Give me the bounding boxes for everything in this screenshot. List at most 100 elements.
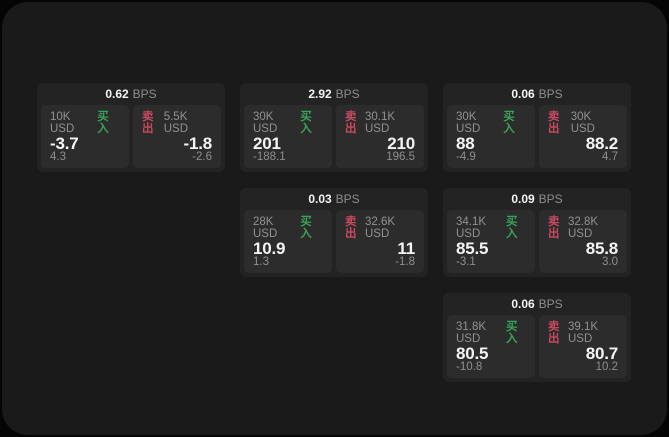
sell-size: 39.1K USD [568, 321, 599, 345]
sell-side-label: 卖出 [142, 111, 154, 135]
buy-delta: 1.3 [253, 256, 269, 268]
sell-size: 32.8K USD [568, 216, 599, 240]
sell-size: 30K USD [570, 111, 595, 135]
quote-body: 28K USD 买入 10.9 1.3 卖出 32.6K USD 11 -1.8 [240, 210, 428, 277]
buy-price: -3.7 [50, 134, 79, 153]
buy-side-label: 买入 [503, 111, 515, 135]
spread-value: 0.03 [308, 192, 332, 206]
spread-value: 0.06 [511, 87, 535, 101]
buy-price: 10.9 [253, 239, 286, 258]
buy-size: 34.1K USD [456, 216, 487, 240]
sell-delta: 4.7 [602, 151, 618, 163]
quote-body: 30K USD 买入 88 -4.9 卖出 30K USD 88.2 4.7 [443, 105, 631, 172]
sell-quote-panel[interactable]: 卖出 5.5K USD -1.8 -2.6 [133, 105, 221, 168]
buy-price: 80.5 [456, 344, 489, 363]
buy-side-label: 买入 [300, 111, 312, 135]
buy-top-row: 28K USD 买入 [253, 216, 323, 240]
sell-delta: -2.6 [192, 151, 212, 163]
spread-header: 0.03 BPS [240, 188, 428, 210]
quote-body: 31.8K USD 买入 80.5 -10.8 卖出 39.1K USD 80.… [443, 315, 631, 382]
buy-delta: -188.1 [253, 151, 286, 163]
sell-size: 30.1K USD [365, 111, 396, 135]
buy-side-label: 买入 [506, 321, 518, 345]
buy-quote-panel[interactable]: 30K USD 买入 88 -4.9 [447, 105, 535, 168]
buy-delta: -3.1 [456, 256, 476, 268]
quote-card: 0.06 BPS 31.8K USD 买入 80.5 -10.8 卖出 39.1… [443, 293, 631, 382]
buy-price: 201 [253, 134, 281, 153]
sell-top-row: 卖出 39.1K USD [548, 321, 618, 345]
quote-card: 0.09 BPS 34.1K USD 买入 85.5 -3.1 卖出 32.8K… [443, 188, 631, 277]
quote-card: 2.92 BPS 30K USD 买入 201 -188.1 卖出 30.1K … [240, 83, 428, 172]
spread-unit-label: BPS [538, 297, 563, 311]
buy-size: 28K USD [253, 216, 278, 240]
spread-unit-label: BPS [538, 87, 563, 101]
sell-top-row: 卖出 30K USD [548, 111, 618, 135]
quote-body: 30K USD 买入 201 -188.1 卖出 30.1K USD 210 1… [240, 105, 428, 172]
spread-unit-label: BPS [335, 192, 360, 206]
buy-quote-panel[interactable]: 34.1K USD 买入 85.5 -3.1 [447, 210, 535, 273]
spread-unit-label: BPS [132, 87, 157, 101]
sell-quote-panel[interactable]: 卖出 30.1K USD 210 196.5 [336, 105, 424, 168]
buy-size: 10K USD [50, 111, 75, 135]
sell-delta: 10.2 [595, 361, 618, 373]
sell-price: 88.2 [585, 134, 618, 153]
sell-top-row: 卖出 30.1K USD [345, 111, 415, 135]
spread-header: 0.06 BPS [443, 293, 631, 315]
buy-delta: -4.9 [456, 151, 476, 163]
sell-top-row: 卖出 5.5K USD [142, 111, 212, 135]
buy-top-row: 31.8K USD 买入 [456, 321, 526, 345]
spread-header: 2.92 BPS [240, 83, 428, 105]
buy-quote-panel[interactable]: 30K USD 买入 201 -188.1 [244, 105, 332, 168]
sell-delta: 196.5 [386, 151, 415, 163]
buy-price: 88 [456, 134, 475, 153]
spread-value: 0.06 [511, 297, 535, 311]
buy-side-label: 买入 [300, 216, 312, 240]
sell-quote-panel[interactable]: 卖出 32.6K USD 11 -1.8 [336, 210, 424, 273]
sell-delta: 3.0 [602, 256, 618, 268]
spread-header: 0.62 BPS [37, 83, 225, 105]
sell-top-row: 卖出 32.6K USD [345, 216, 415, 240]
buy-delta: -10.8 [456, 361, 483, 373]
sell-top-row: 卖出 32.8K USD [548, 216, 618, 240]
quote-card: 0.03 BPS 28K USD 买入 10.9 1.3 卖出 32.6K US… [240, 188, 428, 277]
sell-side-label: 卖出 [548, 216, 560, 240]
buy-price: 85.5 [456, 239, 489, 258]
sell-quote-panel[interactable]: 卖出 39.1K USD 80.7 10.2 [539, 315, 627, 378]
buy-side-label: 买入 [506, 216, 518, 240]
spread-header: 0.09 BPS [443, 188, 631, 210]
buy-top-row: 30K USD 买入 [253, 111, 323, 135]
buy-delta: 4.3 [50, 151, 66, 163]
buy-size: 30K USD [253, 111, 278, 135]
sell-quote-panel[interactable]: 卖出 32.8K USD 85.8 3.0 [539, 210, 627, 273]
sell-size: 32.6K USD [365, 216, 396, 240]
buy-side-label: 买入 [97, 111, 109, 135]
buy-quote-panel[interactable]: 31.8K USD 买入 80.5 -10.8 [447, 315, 535, 378]
spread-value: 2.92 [308, 87, 332, 101]
buy-quote-panel[interactable]: 28K USD 买入 10.9 1.3 [244, 210, 332, 273]
spread-value: 0.09 [511, 192, 535, 206]
buy-top-row: 10K USD 买入 [50, 111, 120, 135]
sell-delta: -1.8 [395, 256, 415, 268]
spread-unit-label: BPS [538, 192, 563, 206]
quote-body: 34.1K USD 买入 85.5 -3.1 卖出 32.8K USD 85.8… [443, 210, 631, 277]
sell-quote-panel[interactable]: 卖出 30K USD 88.2 4.7 [539, 105, 627, 168]
quote-card: 0.62 BPS 10K USD 买入 -3.7 4.3 卖出 5.5K USD… [37, 83, 225, 172]
sell-price: 210 [387, 134, 415, 153]
sell-price: 85.8 [585, 239, 618, 258]
sell-side-label: 卖出 [548, 321, 560, 345]
sell-side-label: 卖出 [345, 216, 357, 240]
quote-body: 10K USD 买入 -3.7 4.3 卖出 5.5K USD -1.8 -2.… [37, 105, 225, 172]
buy-top-row: 34.1K USD 买入 [456, 216, 526, 240]
sell-side-label: 卖出 [548, 111, 560, 135]
spread-unit-label: BPS [335, 87, 360, 101]
sell-price: 11 [397, 239, 415, 258]
spread-value: 0.62 [105, 87, 129, 101]
buy-size: 30K USD [456, 111, 481, 135]
sell-size: 5.5K USD [163, 111, 188, 135]
spread-header: 0.06 BPS [443, 83, 631, 105]
sell-price: 80.7 [585, 344, 618, 363]
sell-price: -1.8 [183, 134, 213, 153]
buy-quote-panel[interactable]: 10K USD 买入 -3.7 4.3 [41, 105, 129, 168]
